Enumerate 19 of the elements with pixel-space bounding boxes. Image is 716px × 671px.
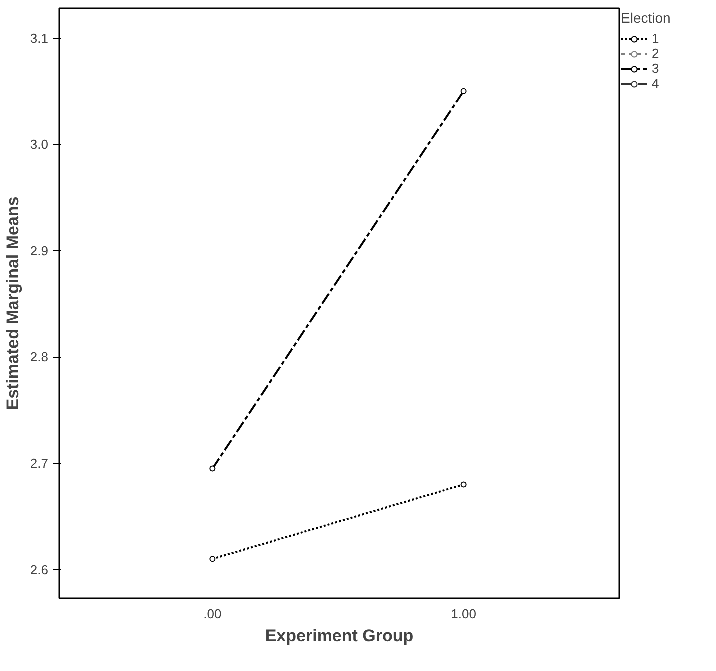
x-axis-title: Experiment Group	[265, 626, 414, 646]
x-tick-label: .00	[204, 606, 222, 622]
legend-label: 1	[652, 31, 660, 46]
legend-label: 4	[652, 76, 660, 91]
y-axis-title: Estimated Marginal Means	[3, 196, 22, 410]
y-tick-label: 2.7	[30, 456, 49, 471]
y-tick-label: 2.8	[30, 350, 49, 365]
point	[460, 88, 467, 94]
y-tick-label: 2.9	[30, 243, 49, 258]
legend-label: 2	[652, 46, 660, 61]
x-tick-label: 1.00	[451, 606, 476, 622]
point	[210, 466, 216, 472]
y-tick-label: 3.1	[30, 30, 49, 46]
point	[460, 482, 467, 488]
legend-label: 3	[652, 61, 660, 76]
y-tick-label: 3.0	[30, 137, 49, 152]
legend-title: Election	[621, 10, 672, 26]
point	[210, 556, 216, 562]
y-tick-label: 2.6	[30, 562, 49, 578]
